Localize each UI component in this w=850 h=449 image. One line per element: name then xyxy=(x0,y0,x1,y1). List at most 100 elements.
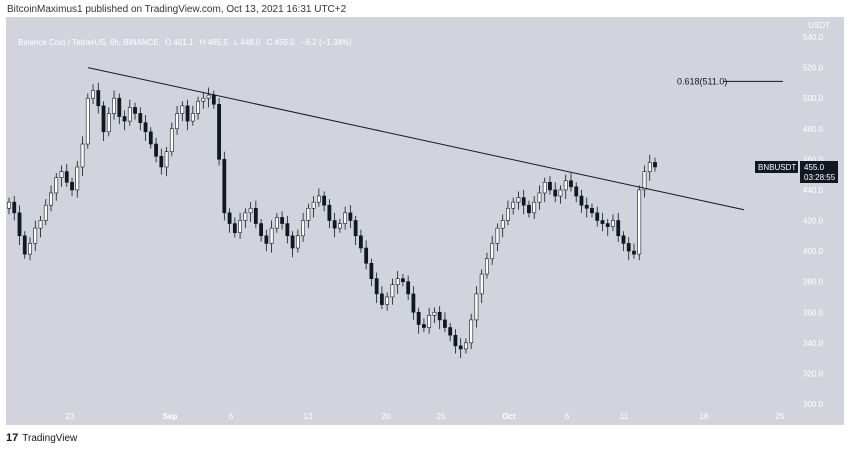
candle-body xyxy=(316,195,321,203)
candle-body xyxy=(96,90,101,107)
y-tick-label: 480.0 xyxy=(803,125,824,134)
candle-body xyxy=(453,334,458,347)
candle-body xyxy=(259,223,263,237)
y-tick-label: 380.0 xyxy=(803,278,824,287)
publish-header: BitcoinMaximus1 published on TradingView… xyxy=(7,4,347,15)
candle-body xyxy=(605,223,610,227)
candle-body xyxy=(80,143,85,168)
candle-body xyxy=(500,220,505,229)
footer: 17 TradingView xyxy=(6,432,77,444)
candle-body xyxy=(358,235,363,249)
x-tick-label: Sep xyxy=(163,412,178,421)
candle-body xyxy=(595,212,600,221)
candle-body xyxy=(106,113,111,133)
candle-body xyxy=(506,207,510,221)
candle-body xyxy=(295,235,300,249)
candle-body xyxy=(626,243,631,252)
candle-body xyxy=(112,97,116,114)
candle-body xyxy=(175,113,179,130)
x-tick-label: 6 xyxy=(565,412,570,421)
candle-body xyxy=(196,100,200,114)
candle-body xyxy=(537,192,542,203)
x-tick-label: Oct xyxy=(502,412,516,421)
tradingview-logo-icon: 17 xyxy=(6,432,19,444)
candle-body xyxy=(238,220,242,234)
close-value: C 455.0 xyxy=(266,38,295,47)
candle-body xyxy=(337,223,342,229)
y-tick-label: 500.0 xyxy=(803,94,824,103)
candle-body xyxy=(348,212,353,221)
candle-body xyxy=(122,116,127,122)
chart-area[interactable]: Binance Coin / TetherUS, 6h, BINANCE O 4… xyxy=(6,17,844,425)
y-tick-label: 440.0 xyxy=(803,186,824,195)
candle-body xyxy=(647,162,652,172)
price-label: 455.0 xyxy=(804,163,825,172)
candle-body xyxy=(458,345,463,350)
candle-body xyxy=(43,204,48,221)
candle-body xyxy=(133,107,137,114)
candle-body xyxy=(217,103,221,160)
x-tick-label: 20 xyxy=(382,412,391,421)
candle-body xyxy=(616,220,621,237)
candle-body xyxy=(49,192,53,206)
y-tick-label: 320.0 xyxy=(803,369,824,378)
candle-body xyxy=(521,197,526,206)
x-tick-label: 18 xyxy=(700,412,709,421)
symbol-info: Binance Coin / TetherUS, 6h, BINANCE O 4… xyxy=(18,38,356,47)
footer-brand: TradingView xyxy=(22,432,78,444)
x-tick-label: 13 xyxy=(304,412,313,421)
candle-body xyxy=(38,220,43,229)
candle-body xyxy=(227,212,232,224)
candle-body xyxy=(485,258,489,275)
candle-body xyxy=(143,122,148,133)
candle-body xyxy=(22,235,27,255)
candle-body xyxy=(527,204,531,214)
candle-body xyxy=(369,263,374,279)
price-box xyxy=(800,161,838,183)
candle-body xyxy=(422,324,426,328)
candle-body xyxy=(558,189,563,197)
y-tick-label: 460.0 xyxy=(803,155,824,164)
candle-body xyxy=(269,227,274,244)
candle-body xyxy=(54,177,59,194)
candle-body xyxy=(542,181,547,194)
currency-label: USDT xyxy=(808,21,830,30)
candle-body xyxy=(327,204,332,221)
candle-body xyxy=(563,180,568,191)
countdown-label: 03:28:55 xyxy=(804,173,836,182)
candle-body xyxy=(248,207,253,214)
candle-body xyxy=(406,281,411,295)
x-tick-label: 23 xyxy=(66,412,75,421)
candle-body xyxy=(138,113,143,123)
candle-body xyxy=(474,293,479,321)
candle-body xyxy=(28,243,32,255)
ticker-box xyxy=(755,161,798,173)
candle-body xyxy=(437,311,442,321)
symbol-name: Binance Coin / TetherUS, 6h, BINANCE xyxy=(18,38,159,47)
candle-body xyxy=(469,319,474,344)
candle-body xyxy=(411,293,416,313)
candle-body xyxy=(311,201,316,209)
ticker-label: BNBUSDT xyxy=(758,163,796,172)
x-tick-label: 25 xyxy=(437,412,446,421)
candle-body xyxy=(222,159,227,214)
candle-body xyxy=(33,227,38,244)
candle-body xyxy=(353,220,358,237)
candle-body xyxy=(232,223,237,234)
candle-body xyxy=(385,296,390,305)
candle-body xyxy=(621,235,626,244)
fib-label: 0.618(511.0) xyxy=(677,76,727,86)
candle-body xyxy=(148,131,153,145)
candle-body xyxy=(253,207,258,224)
candle-body xyxy=(443,319,447,328)
y-tick-label: 400.0 xyxy=(803,247,824,256)
candle-body xyxy=(590,207,594,214)
trendline xyxy=(87,67,745,211)
candle-body xyxy=(190,113,195,122)
candle-body xyxy=(637,189,642,255)
high-value: H 465.5 xyxy=(199,38,228,47)
candle-body xyxy=(322,195,327,206)
candle-body xyxy=(464,342,468,350)
candle-body xyxy=(85,97,90,145)
